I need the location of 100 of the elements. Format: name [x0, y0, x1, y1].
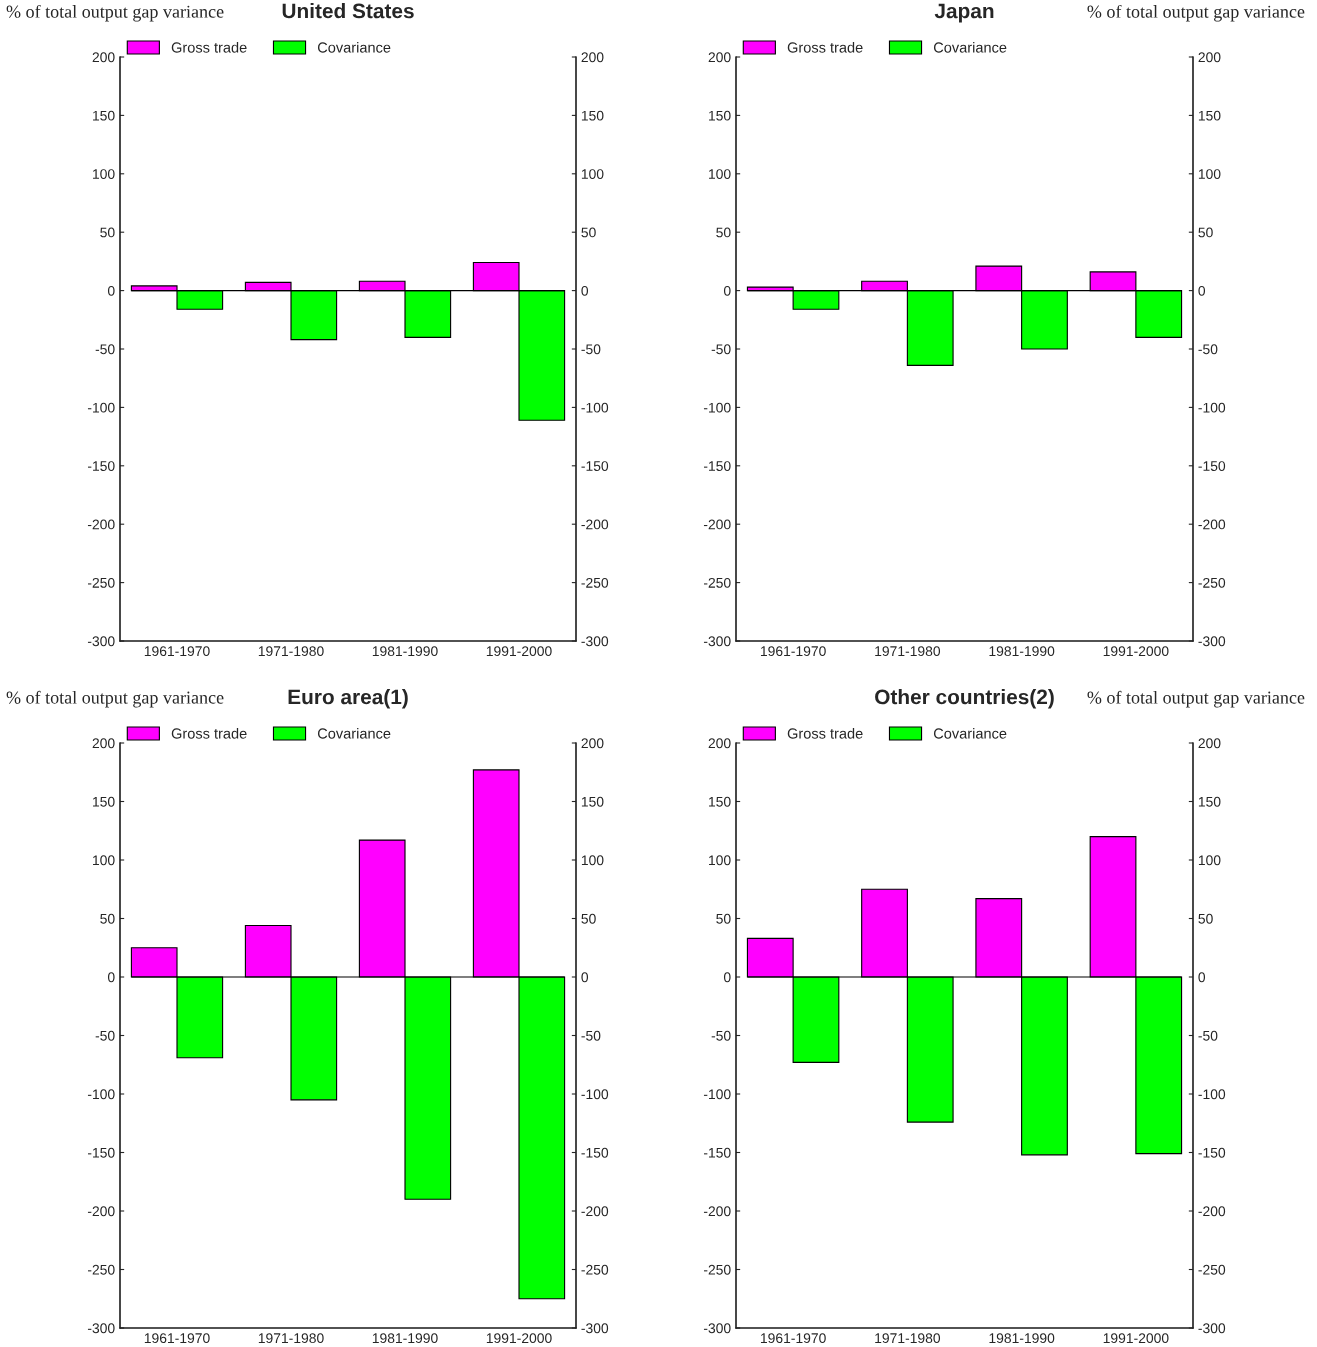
y-tick-label: 200 — [92, 52, 115, 63]
y2-tick-label: 100 — [1198, 169, 1221, 179]
y2-tick-label: -50 — [581, 344, 601, 355]
y2-tick-label: 50 — [581, 913, 596, 924]
y2-tick-label: 50 — [1198, 913, 1213, 924]
y2-tick-label: 0 — [581, 972, 589, 983]
y-tick-label: -250 — [87, 577, 115, 588]
y2-tick-label: -250 — [1198, 577, 1226, 588]
chart-title: Other countries(2) — [875, 689, 1054, 709]
y2-tick-label: -50 — [1198, 1030, 1218, 1041]
y2-tick-label: -150 — [1198, 461, 1226, 471]
x-tick-label: 1971-1980 — [875, 1333, 941, 1344]
y-tick-label: -50 — [95, 344, 115, 355]
x-tick-label: 1981-1990 — [372, 646, 438, 657]
y2-tick-label: 200 — [1198, 52, 1221, 63]
y-tick-label: 100 — [93, 855, 115, 866]
y-tick-label: -300 — [703, 636, 731, 647]
y2-tick-label: 200 — [581, 52, 604, 63]
y-tick-label: 100 — [709, 169, 731, 179]
y-tick-label: 0 — [723, 972, 731, 983]
x-tick-label: 1991-2000 — [486, 1333, 552, 1344]
y-tick-label: -150 — [703, 1147, 731, 1158]
y-tick-label: -100 — [87, 402, 115, 413]
legend-label: Gross trade — [171, 727, 247, 739]
y2-tick-label: 150 — [1198, 796, 1221, 807]
y-tick-label: 100 — [709, 855, 731, 866]
legend-label: Gross trade — [171, 41, 247, 53]
y2-tick-label: 50 — [581, 227, 596, 238]
y2-tick-label: 100 — [581, 169, 604, 179]
y2-tick-label: -150 — [1198, 1147, 1226, 1158]
x-tick-label: 1961-1970 — [760, 1333, 826, 1344]
x-tick-label: 1961-1970 — [760, 646, 826, 657]
y-tick-label: 0 — [107, 285, 115, 296]
y-axis-title: % of total output gap variance — [6, 4, 224, 22]
y2-tick-label: 100 — [581, 855, 604, 866]
y-tick-label: 150 — [709, 110, 731, 121]
y2-tick-label: -150 — [581, 1147, 609, 1158]
y-tick-label: -50 — [95, 1030, 115, 1041]
y-tick-label: -150 — [703, 461, 731, 471]
x-tick-label: 1961-1970 — [144, 646, 210, 657]
y-tick-label: 150 — [709, 796, 731, 807]
y2-tick-label: 150 — [581, 796, 604, 807]
legend-label: Covariance — [933, 727, 1007, 739]
y-tick-label: -50 — [711, 344, 731, 355]
y2-tick-label: 200 — [1198, 738, 1221, 749]
x-tick-label: 1961-1970 — [144, 1333, 210, 1344]
x-tick-label: 1991-2000 — [486, 646, 552, 657]
y2-tick-label: -200 — [581, 519, 609, 530]
y-tick-label: 200 — [708, 738, 731, 749]
y-tick-label: 100 — [93, 169, 115, 179]
y2-tick-label: 200 — [581, 738, 604, 749]
y-tick-label: 200 — [92, 738, 115, 749]
legend-label: Gross trade — [787, 41, 863, 53]
chart-title: Euro area(1) — [288, 689, 408, 709]
y2-tick-label: -50 — [581, 1030, 601, 1041]
y2-tick-label: -200 — [1198, 519, 1226, 530]
y-axis-title: % of total output gap variance — [6, 690, 224, 708]
y-tick-label: -300 — [703, 1323, 731, 1334]
y2-tick-label: -250 — [581, 577, 609, 588]
x-tick-label: 1981-1990 — [372, 1333, 438, 1344]
y-tick-label: -250 — [87, 1264, 115, 1275]
y-tick-label: -200 — [87, 1206, 115, 1217]
x-tick-label: 1971-1980 — [258, 646, 324, 657]
y-tick-label: 0 — [107, 972, 115, 983]
y-tick-label: 200 — [708, 52, 731, 63]
y-tick-label: -300 — [87, 1323, 115, 1334]
x-tick-label: 1981-1990 — [989, 1333, 1055, 1344]
y2-tick-label: 0 — [1198, 972, 1206, 983]
y-tick-label: 150 — [93, 796, 115, 807]
y2-tick-label: 0 — [1198, 285, 1206, 296]
y2-axis-title: % of total output gap variance — [1087, 4, 1305, 22]
x-tick-label: 1971-1980 — [875, 646, 941, 657]
y-tick-label: 150 — [93, 110, 115, 121]
y-tick-label: -100 — [703, 1089, 731, 1100]
y-tick-label: -200 — [703, 1206, 731, 1217]
legend-label: Gross trade — [787, 727, 863, 739]
y2-tick-label: -300 — [1198, 636, 1226, 647]
y-tick-label: 50 — [716, 227, 731, 238]
y-tick-label: 50 — [716, 913, 731, 924]
y2-tick-label: -50 — [1198, 344, 1218, 355]
y2-tick-label: 0 — [581, 285, 589, 296]
y-tick-label: 50 — [100, 913, 115, 924]
y2-tick-label: -250 — [581, 1264, 609, 1275]
y2-tick-label: -300 — [581, 1323, 609, 1334]
y2-tick-label: 150 — [581, 110, 604, 121]
legend-label: Covariance — [933, 41, 1007, 53]
legend-label: Covariance — [317, 727, 391, 739]
y-tick-label: -100 — [87, 1089, 115, 1100]
y2-tick-label: -100 — [1198, 1089, 1226, 1100]
x-tick-label: 1981-1990 — [989, 646, 1055, 657]
y2-tick-label: 150 — [1198, 110, 1221, 121]
legend-label: Covariance — [317, 41, 391, 53]
y2-tick-label: -100 — [581, 1089, 609, 1100]
y-tick-label: -250 — [703, 577, 731, 588]
y2-tick-label: -100 — [1198, 402, 1226, 413]
y2-axis-title: % of total output gap variance — [1087, 690, 1305, 708]
y-tick-label: -100 — [703, 402, 731, 413]
y-tick-label: -200 — [87, 519, 115, 530]
y2-tick-label: -250 — [1198, 1264, 1226, 1275]
y-tick-label: -150 — [87, 1147, 115, 1158]
